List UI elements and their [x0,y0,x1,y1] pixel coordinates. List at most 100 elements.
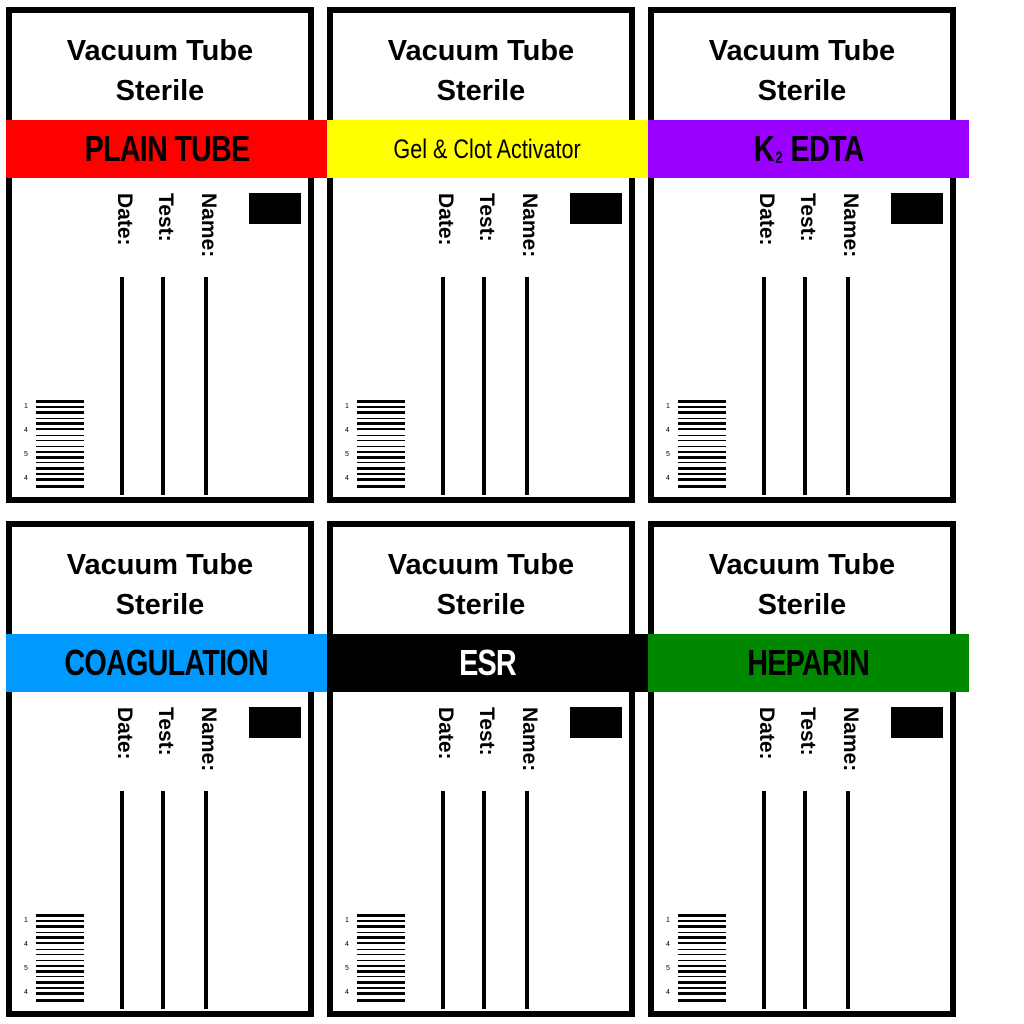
barcode-bar [36,987,84,989]
barcode-bar [678,400,726,403]
barcode-bar [357,976,405,977]
barcode-bar [357,440,405,441]
tube-label-esr: Vacuum Tube Sterile ESR Name: Test: Date… [327,521,648,1017]
barcode-bar [36,478,84,481]
name-field[interactable]: Name: [839,707,862,1023]
barcode-bar [36,965,84,967]
barcode-icon: 1 4 5 4 [666,914,726,1002]
barcode-bar [36,942,84,944]
barcode-bar [678,435,726,436]
barcode-digit: 4 [24,941,28,948]
barcode-digit: 5 [666,965,670,972]
header-subtitle: Sterile [757,75,847,107]
date-field-line [120,277,124,495]
test-field-line [161,791,165,1009]
tube-label-coagulation: Vacuum Tube Sterile COAGULATION Name: Te… [6,521,327,1017]
date-field[interactable]: Date: [755,193,778,509]
black-box [570,193,622,224]
label-header: Vacuum Tube Sterile [654,545,950,625]
barcode-bar [36,485,84,488]
band-text: Gel & Clot Activator [393,133,582,164]
date-field[interactable]: Date: [434,707,457,1023]
color-band: ESR [327,634,648,692]
barcode-bar [36,925,84,928]
test-field-label: Test: [475,193,498,242]
barcode-bar [357,406,405,408]
date-field[interactable]: Date: [434,193,457,509]
barcode-icon: 1 4 5 4 [666,400,726,488]
date-field[interactable]: Date: [113,193,136,509]
test-field[interactable]: Test: [475,193,498,509]
name-field-line [525,791,529,1009]
header-subtitle: Sterile [757,589,847,621]
color-band: Gel & Clot Activator [327,120,648,178]
barcode-bar [678,925,726,928]
barcode-bar [678,920,726,922]
barcode-bar [678,467,726,470]
black-box [891,707,943,738]
name-field[interactable]: Name: [518,193,541,509]
band-text-main: K [753,128,775,169]
barcode-bar [678,987,726,989]
barcode-bar [357,462,405,463]
name-field-label: Name: [518,193,541,258]
barcode-bar [678,428,726,430]
name-field-label: Name: [839,193,862,258]
barcode-digit: 1 [24,917,28,924]
date-field[interactable]: Date: [113,707,136,1023]
label-header: Vacuum Tube Sterile [333,545,629,625]
barcode-bar [36,428,84,430]
test-field[interactable]: Test: [796,193,819,509]
barcode-bar [36,422,84,425]
barcode-digit: 1 [666,403,670,410]
barcode-bar [678,914,726,917]
barcode-digit: 4 [666,427,670,434]
name-field-line [204,791,208,1009]
barcode-bar [36,418,84,419]
color-band: COAGULATION [6,634,327,692]
barcode-bar [678,992,726,995]
test-field[interactable]: Test: [796,707,819,1023]
barcode-digit: 4 [24,427,28,434]
tube-label-edta: Vacuum Tube Sterile K2 EDTA Name: Test: … [648,7,969,503]
barcode-bar [678,936,726,939]
band-text: ESR [459,642,517,683]
test-field[interactable]: Test: [475,707,498,1023]
barcode-bar [36,473,84,475]
test-field[interactable]: Test: [154,707,177,1023]
barcode-digit: 5 [666,451,670,458]
barcode-bar [36,920,84,922]
barcode-bar [357,949,405,950]
test-field-line [482,791,486,1009]
barcode-bar [357,999,405,1002]
barcode-digit: 4 [345,941,349,948]
barcode-digit: 4 [24,989,28,996]
band-text: COAGULATION [64,642,269,683]
name-field[interactable]: Name: [197,193,220,509]
barcode-bar [36,411,84,414]
barcode-bar [36,406,84,408]
label-header: Vacuum Tube Sterile [12,31,308,111]
date-field[interactable]: Date: [755,707,778,1023]
barcode-digit: 1 [24,403,28,410]
barcode-bar [678,999,726,1002]
test-field-label: Test: [796,193,819,242]
tube-label-plain: Vacuum Tube Sterile PLAIN TUBE Name: Tes… [6,7,327,503]
barcode-bar [678,970,726,973]
name-field[interactable]: Name: [197,707,220,1023]
name-field[interactable]: Name: [839,193,862,509]
barcode-bar [36,400,84,403]
barcode-digit: 4 [666,941,670,948]
barcode-bar [36,467,84,470]
test-field[interactable]: Test: [154,193,177,509]
name-field[interactable]: Name: [518,707,541,1023]
barcode-bar [678,949,726,950]
date-field-line [441,791,445,1009]
barcode-digit: 5 [345,965,349,972]
header-subtitle: Sterile [436,75,526,107]
barcode-bar [357,954,405,955]
barcode-bar [36,960,84,961]
name-field-line [204,277,208,495]
band-text-rest: EDTA [790,128,864,169]
barcode-bar [36,999,84,1002]
